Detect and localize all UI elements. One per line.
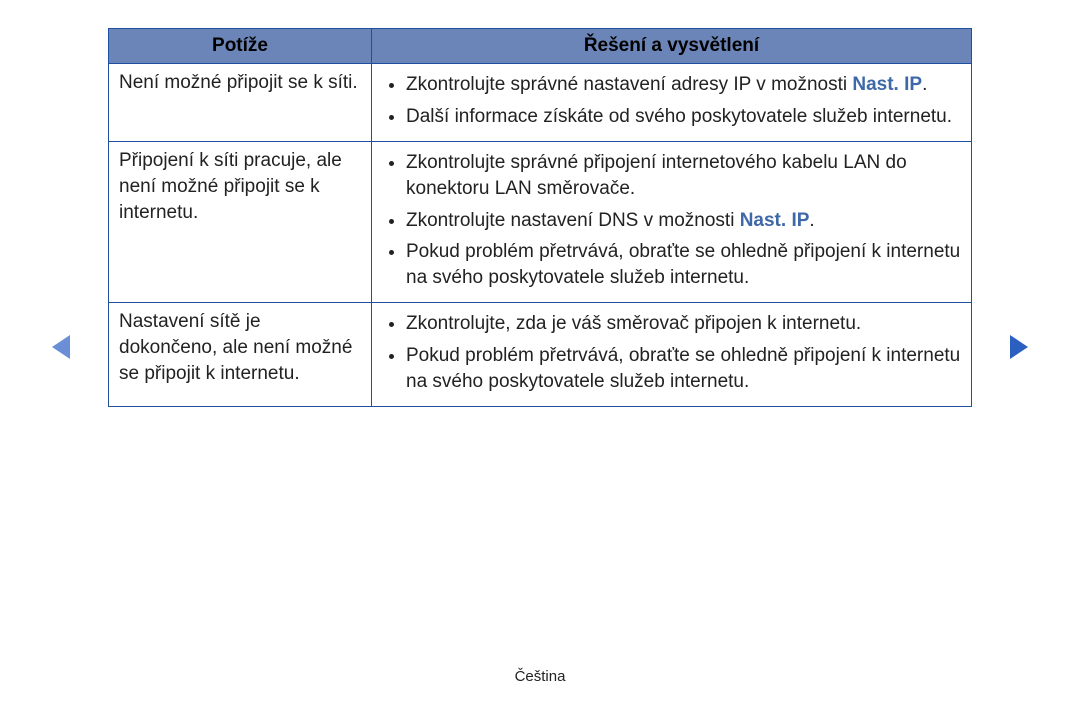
troubleshooting-table-wrap: Potíže Řešení a vysvětlení Není možné př… bbox=[108, 28, 972, 407]
solution-list: Zkontrolujte správné nastavení adresy IP… bbox=[382, 72, 963, 129]
solution-cell: Zkontrolujte správné připojení interneto… bbox=[372, 142, 972, 303]
table-row: Připojení k síti pracuje, ale není možné… bbox=[109, 142, 972, 303]
table-header-row: Potíže Řešení a vysvětlení bbox=[109, 29, 972, 64]
solution-item: Zkontrolujte správné nastavení adresy IP… bbox=[406, 72, 963, 98]
page: Potíže Řešení a vysvětlení Není možné př… bbox=[0, 0, 1080, 705]
problem-cell: Nastavení sítě je dokončeno, ale není mo… bbox=[109, 303, 372, 407]
table-row: Nastavení sítě je dokončeno, ale není mo… bbox=[109, 303, 972, 407]
table-body: Není možné připojit se k síti. Zkontroluj… bbox=[109, 64, 972, 407]
solution-text: . bbox=[922, 74, 927, 95]
solution-item: Pokud problém přetrvává, obraťte se ohle… bbox=[406, 343, 963, 394]
header-solutions: Řešení a vysvětlení bbox=[372, 29, 972, 64]
solution-item: Zkontrolujte, zda je váš směrovač připoj… bbox=[406, 311, 963, 337]
highlight-term: Nast. IP bbox=[740, 210, 810, 231]
solution-item: Zkontrolujte správné připojení interneto… bbox=[406, 150, 963, 201]
header-problems: Potíže bbox=[109, 29, 372, 64]
troubleshooting-table: Potíže Řešení a vysvětlení Není možné př… bbox=[108, 28, 972, 407]
next-page-arrow-icon[interactable] bbox=[1010, 335, 1028, 359]
problem-cell: Není možné připojit se k síti. bbox=[109, 64, 372, 142]
solution-list: Zkontrolujte, zda je váš směrovač připoj… bbox=[382, 311, 963, 394]
problem-cell: Připojení k síti pracuje, ale není možné… bbox=[109, 142, 372, 303]
solution-cell: Zkontrolujte správné nastavení adresy IP… bbox=[372, 64, 972, 142]
highlight-term: Nast. IP bbox=[852, 74, 922, 95]
solution-text: Zkontrolujte správné nastavení adresy IP… bbox=[406, 74, 852, 95]
prev-page-arrow-icon[interactable] bbox=[52, 335, 70, 359]
solution-text: Zkontrolujte nastavení DNS v možnosti bbox=[406, 210, 740, 231]
solution-cell: Zkontrolujte, zda je váš směrovač připoj… bbox=[372, 303, 972, 407]
solution-item: Pokud problém přetrvává, obraťte se ohle… bbox=[406, 239, 963, 290]
table-row: Není možné připojit se k síti. Zkontroluj… bbox=[109, 64, 972, 142]
footer-language: Čeština bbox=[0, 668, 1080, 685]
solution-item: Zkontrolujte nastavení DNS v možnosti Na… bbox=[406, 208, 963, 234]
solution-list: Zkontrolujte správné připojení interneto… bbox=[382, 150, 963, 290]
solution-text: . bbox=[809, 210, 814, 231]
solution-item: Další informace získáte od svého poskyto… bbox=[406, 104, 963, 130]
